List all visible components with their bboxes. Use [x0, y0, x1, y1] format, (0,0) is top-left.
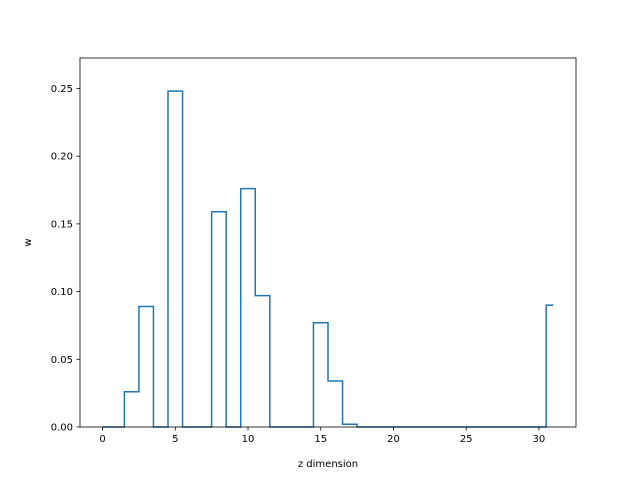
x-tick-label: 25	[460, 434, 473, 445]
x-tick-label: 0	[99, 434, 105, 445]
y-tick-label: 0.25	[51, 84, 73, 95]
plot-frame	[79, 57, 577, 428]
x-tick-label: 15	[314, 434, 327, 445]
x-axis-ticks: 0 5 10 15 20 25 30	[99, 427, 545, 445]
x-tick-label: 30	[533, 434, 546, 445]
y-axis-label: w	[23, 238, 34, 246]
y-axis-ticks: 0.00 0.05 0.10 0.15 0.20 0.25	[51, 84, 80, 434]
y-tick-label: 0.05	[51, 355, 73, 366]
x-tick-label: 20	[387, 434, 400, 445]
y-tick-label: 0.00	[51, 423, 73, 434]
y-tick-label: 0.15	[51, 219, 73, 230]
x-axis-label: z dimension	[298, 459, 358, 470]
y-tick-label: 0.10	[51, 287, 73, 298]
x-tick-label: 10	[242, 434, 255, 445]
x-tick-label: 5	[172, 434, 178, 445]
y-tick-label: 0.20	[51, 152, 73, 163]
